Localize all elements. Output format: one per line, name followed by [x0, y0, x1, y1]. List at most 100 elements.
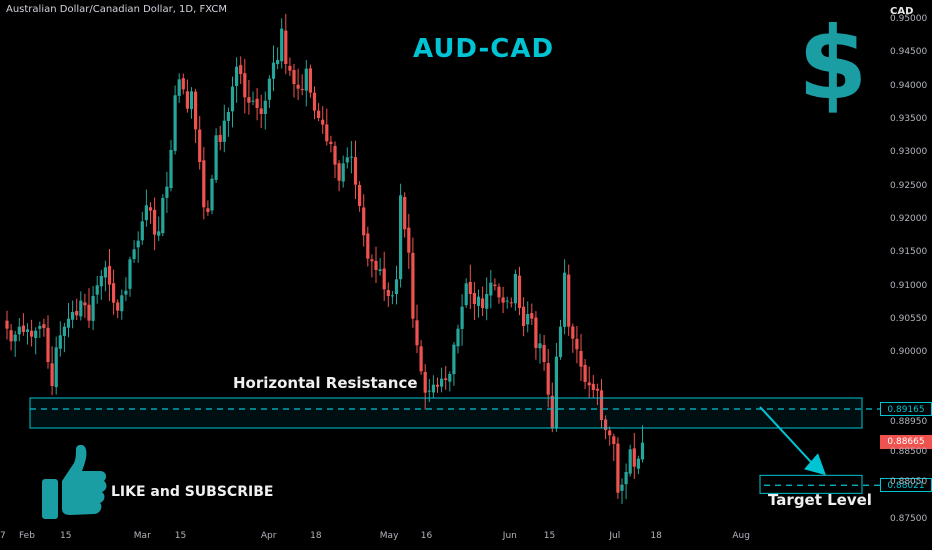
- candle-body: [66, 318, 71, 328]
- candle-body: [292, 70, 296, 84]
- x-tick-label: Jun: [502, 531, 517, 541]
- candle-body: [394, 279, 399, 295]
- y-tick-label: 0.95000: [890, 14, 928, 24]
- candle-body: [390, 295, 394, 297]
- y-tick-label: 0.88950: [890, 417, 928, 428]
- candle-body: [563, 272, 567, 327]
- currency-unit-label: CAD: [890, 6, 914, 17]
- candle-body: [116, 302, 120, 311]
- y-tick-label: 0.94500: [890, 47, 928, 58]
- candle-body: [382, 268, 386, 290]
- candle-body: [296, 84, 300, 89]
- candle-body: [189, 91, 194, 110]
- candle-body: [271, 62, 276, 79]
- candle-body: [308, 68, 312, 93]
- x-tick-label: Apr: [260, 531, 277, 541]
- candle-body: [91, 296, 95, 321]
- x-tick-label: 7: [0, 531, 6, 541]
- candle-body: [218, 134, 222, 142]
- candle-body: [288, 65, 292, 71]
- candle-body: [263, 100, 267, 114]
- candle-body: [366, 233, 370, 259]
- candle-body: [169, 150, 173, 189]
- candle-body: [321, 119, 325, 125]
- candle-body: [485, 294, 489, 309]
- candle-body: [448, 374, 452, 382]
- candle-body: [538, 343, 542, 349]
- candle-body: [370, 259, 374, 262]
- candle-body: [177, 79, 181, 96]
- candle-body: [79, 300, 83, 317]
- like-subscribe-label: LIKE and SUBSCRIBE: [111, 484, 274, 500]
- symbol-title: Australian Dollar/Canadian Dollar, 1D, F…: [6, 4, 227, 15]
- candle-body: [620, 484, 624, 491]
- candle-body: [513, 274, 517, 304]
- candle-body: [472, 292, 476, 304]
- candle-body: [407, 227, 411, 253]
- x-tick-label: Mar: [133, 531, 151, 541]
- candle-body: [464, 283, 468, 306]
- target-level-label: Target Level: [768, 491, 872, 509]
- candle-body: [230, 86, 235, 112]
- candle-body: [497, 286, 501, 298]
- candle-body: [9, 330, 13, 342]
- candle-body: [148, 207, 153, 211]
- candle-body: [509, 302, 513, 304]
- candle-body: [608, 430, 612, 436]
- candle-body: [386, 289, 390, 296]
- candle-body: [34, 330, 38, 338]
- candle-body: [333, 145, 337, 165]
- candle-body: [534, 317, 538, 348]
- candle-body: [452, 344, 456, 375]
- x-tick-label: 18: [310, 531, 322, 541]
- candle-body: [403, 196, 407, 230]
- candle-body: [226, 112, 230, 121]
- y-tick-label: 0.93000: [890, 147, 928, 158]
- candle-body: [38, 326, 42, 329]
- candle-body: [325, 124, 329, 142]
- candle-body: [46, 327, 50, 362]
- candle-body: [222, 120, 226, 142]
- candle-body: [476, 296, 481, 306]
- candle-body: [411, 252, 415, 319]
- candle-body: [255, 98, 259, 108]
- candle-body: [107, 265, 112, 285]
- candle-body: [423, 371, 427, 393]
- candle-body: [587, 382, 591, 386]
- arrow-shaft: [759, 406, 815, 466]
- candle-body: [259, 108, 263, 114]
- candle-body: [349, 156, 353, 158]
- candle-body: [128, 259, 132, 289]
- y-tick-label: 0.92000: [890, 214, 928, 224]
- candle-body: [616, 443, 620, 493]
- candle-body: [546, 363, 550, 395]
- candle-body: [554, 356, 558, 429]
- resistance-price-badge: 0.89165: [880, 402, 932, 416]
- candle-body: [583, 364, 587, 382]
- candle-body: [210, 178, 214, 211]
- candle-body: [440, 378, 444, 387]
- candle-body: [247, 97, 251, 103]
- candle-body: [153, 209, 157, 235]
- candle-body: [624, 472, 628, 485]
- candle-body: [267, 78, 271, 100]
- candle-body: [239, 65, 243, 74]
- candle-body: [198, 129, 202, 162]
- candle-body: [362, 207, 366, 236]
- candle-body: [599, 390, 604, 420]
- candle-body: [329, 141, 333, 144]
- thumbs-up-icon: [42, 444, 107, 519]
- target-zone: [759, 474, 863, 494]
- candle-body: [579, 350, 583, 367]
- candle-body: [345, 157, 349, 163]
- y-tick-label: 0.90000: [890, 347, 928, 358]
- candle-body: [632, 448, 636, 467]
- candle-body: [206, 208, 210, 212]
- candle-body: [378, 269, 382, 271]
- candle-body: [58, 335, 62, 349]
- resistance-zone: [29, 397, 863, 429]
- candle-body: [251, 100, 255, 102]
- candle-body: [341, 163, 345, 182]
